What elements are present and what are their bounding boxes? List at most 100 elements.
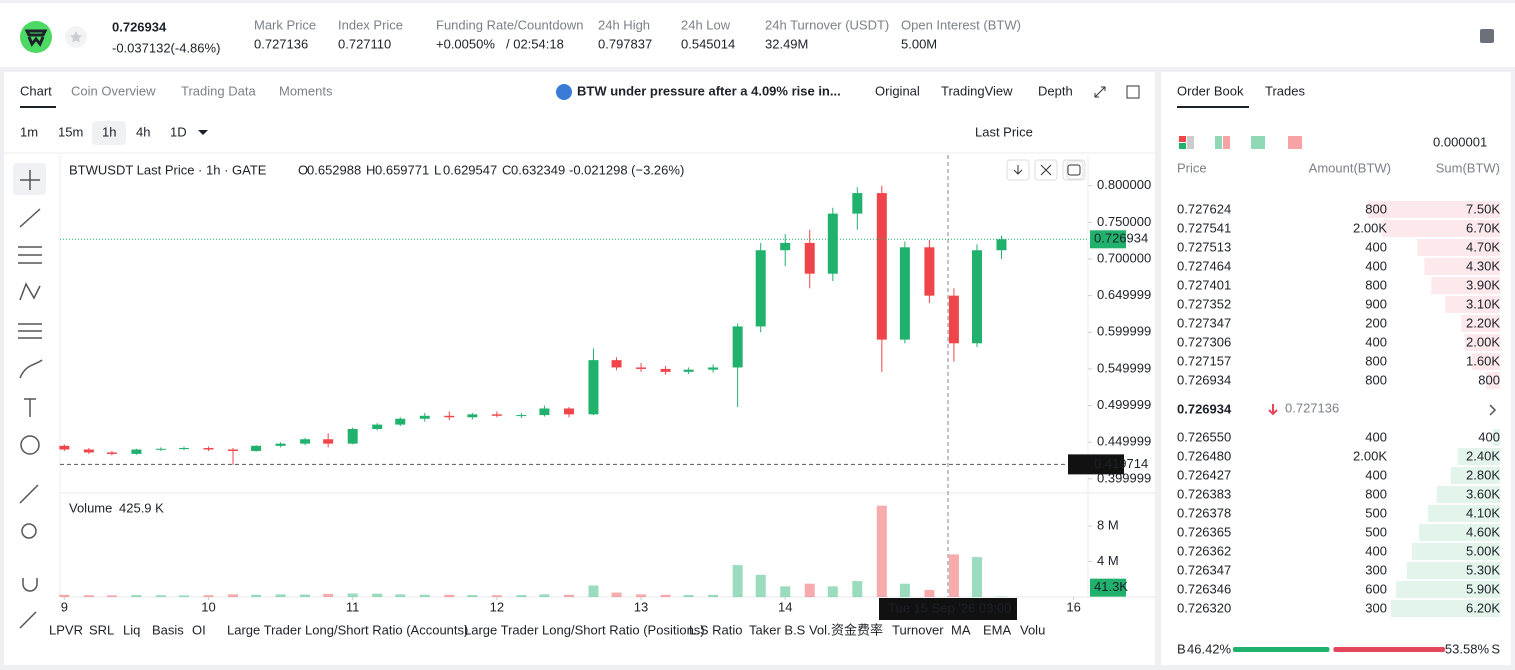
- book-tab[interactable]: Trades: [1265, 83, 1305, 98]
- view-tab[interactable]: Original: [875, 83, 920, 98]
- volume-bar: [203, 595, 214, 597]
- book-price[interactable]: 0.727347: [1177, 315, 1231, 330]
- active-tab-underline: [1177, 106, 1249, 108]
- book-price[interactable]: 0.726480: [1177, 448, 1231, 463]
- depth-bar: [1412, 543, 1500, 560]
- book-price[interactable]: 0.727352: [1177, 296, 1231, 311]
- stat-label: Mark Price: [254, 17, 316, 32]
- indicator-tab[interactable]: Taker B.S Vol.: [749, 622, 831, 637]
- indicator-tab[interactable]: SRL: [89, 622, 114, 637]
- indicator-tab[interactable]: Liq: [123, 622, 140, 637]
- buy-ratio: 46.42%: [1187, 641, 1232, 656]
- crosshair-tag-bg: [1068, 454, 1124, 475]
- chevron: [1489, 404, 1497, 416]
- indicator-tab[interactable]: 资金费率: [831, 622, 883, 637]
- indicator-tab[interactable]: MA: [951, 622, 971, 637]
- book-amount: 300: [1365, 600, 1387, 615]
- x-tick-label: 14: [778, 599, 792, 614]
- stat-value: +0.0050%: [436, 36, 495, 51]
- book-price[interactable]: 0.726378: [1177, 505, 1231, 520]
- book-price[interactable]: 0.727624: [1177, 201, 1231, 216]
- interval[interactable]: 1m: [20, 124, 38, 139]
- interval[interactable]: 4h: [136, 124, 150, 139]
- candle-body: [155, 448, 166, 450]
- book-price[interactable]: 0.727513: [1177, 239, 1231, 254]
- indicator-tab[interactable]: EMA: [983, 622, 1012, 637]
- book-precision[interactable]: 0.000001: [1433, 134, 1487, 149]
- book-price[interactable]: 0.726383: [1177, 486, 1231, 501]
- depth-bar: [1445, 296, 1500, 313]
- volume-bar: [275, 594, 286, 597]
- interval[interactable]: 1D: [170, 124, 187, 139]
- book-price[interactable]: 0.727464: [1177, 258, 1231, 273]
- chart-tab[interactable]: Moments: [279, 83, 333, 98]
- indicator-tab[interactable]: Volu: [1020, 622, 1045, 637]
- book-sum: 2.20K: [1466, 315, 1500, 330]
- view-tab[interactable]: TradingView: [941, 83, 1013, 98]
- chart-tab[interactable]: Trading Data: [181, 83, 256, 98]
- book-price[interactable]: 0.726550: [1177, 429, 1231, 444]
- view-tab[interactable]: Depth: [1038, 83, 1073, 98]
- candle-body: [275, 443, 286, 446]
- interval[interactable]: 15m: [58, 124, 83, 139]
- stat-value: 0.545014: [681, 36, 735, 51]
- book-price[interactable]: 0.727157: [1177, 353, 1231, 368]
- book-sum: 2.00K: [1466, 334, 1500, 349]
- stat-value: 0.727136: [254, 36, 308, 51]
- indicator-tab[interactable]: Turnover: [892, 622, 944, 637]
- book-price[interactable]: 0.726427: [1177, 467, 1231, 482]
- book-tab[interactable]: Order Book: [1177, 83, 1244, 98]
- volume-bar: [899, 583, 910, 597]
- volume-total: 425.9 K: [119, 500, 164, 515]
- book-sum: 800: [1478, 372, 1500, 387]
- book-price[interactable]: 0.726365: [1177, 524, 1231, 539]
- volume-bar: [636, 594, 647, 597]
- depth-bar: [1436, 486, 1500, 503]
- candle-body: [516, 415, 527, 417]
- volume-bar: [732, 565, 743, 597]
- drawing-tools: [13, 163, 46, 629]
- indicator-tab[interactable]: Basis: [152, 622, 184, 637]
- scroll-down-button[interactable]: [1066, 160, 1084, 180]
- book-price[interactable]: 0.726346: [1177, 581, 1231, 596]
- indicator-tab[interactable]: Large Trader Long/Short Ratio (Positions…: [464, 622, 705, 637]
- candle-body: [347, 428, 358, 444]
- ohlc-value: 0.629547: [443, 162, 497, 177]
- interval[interactable]: 1h: [102, 124, 116, 139]
- book-sum: 3.90K: [1466, 277, 1500, 292]
- candle-body: [971, 250, 982, 344]
- book-price[interactable]: 0.726320: [1177, 600, 1231, 615]
- volume-bar: [467, 595, 478, 597]
- candle-body: [106, 452, 117, 454]
- candle-body: [131, 449, 142, 454]
- candle-body: [83, 449, 94, 453]
- ohlc-key: L: [434, 162, 441, 177]
- book-price[interactable]: 0.726362: [1177, 543, 1231, 558]
- chart-tab[interactable]: Coin Overview: [71, 83, 156, 98]
- price-source[interactable]: Last Price: [975, 124, 1033, 139]
- book-amount: 400: [1365, 429, 1387, 444]
- indicator-tab[interactable]: LPVR: [49, 622, 83, 637]
- indicator-tab[interactable]: Large Trader Long/Short Ratio (Accounts): [227, 622, 468, 637]
- down-arrow: [1268, 404, 1278, 416]
- book-price[interactable]: 0.727541: [1177, 220, 1231, 235]
- news-headline[interactable]: BTW under pressure after a 4.09% rise in…: [577, 83, 841, 98]
- book-price[interactable]: 0.726347: [1177, 562, 1231, 577]
- indicator-tab[interactable]: L.S Ratio: [689, 622, 742, 637]
- book-price[interactable]: 0.727401: [1177, 277, 1231, 292]
- book-price[interactable]: 0.727306: [1177, 334, 1231, 349]
- book-price[interactable]: 0.726934: [1177, 372, 1231, 387]
- candle-body: [539, 408, 550, 416]
- indicator-tab[interactable]: OI: [192, 622, 206, 637]
- book-layout-icons: [1179, 136, 1302, 149]
- chart-tab[interactable]: Chart: [20, 83, 52, 98]
- stat-label: 24h Turnover (USDT): [765, 17, 889, 32]
- depth-bar: [1461, 315, 1500, 332]
- panel-icon[interactable]: [1480, 29, 1494, 43]
- dropdown-arrow: [198, 130, 208, 135]
- depth-bar: [1419, 524, 1500, 541]
- candle-body: [611, 360, 622, 368]
- book-amount: 300: [1365, 562, 1387, 577]
